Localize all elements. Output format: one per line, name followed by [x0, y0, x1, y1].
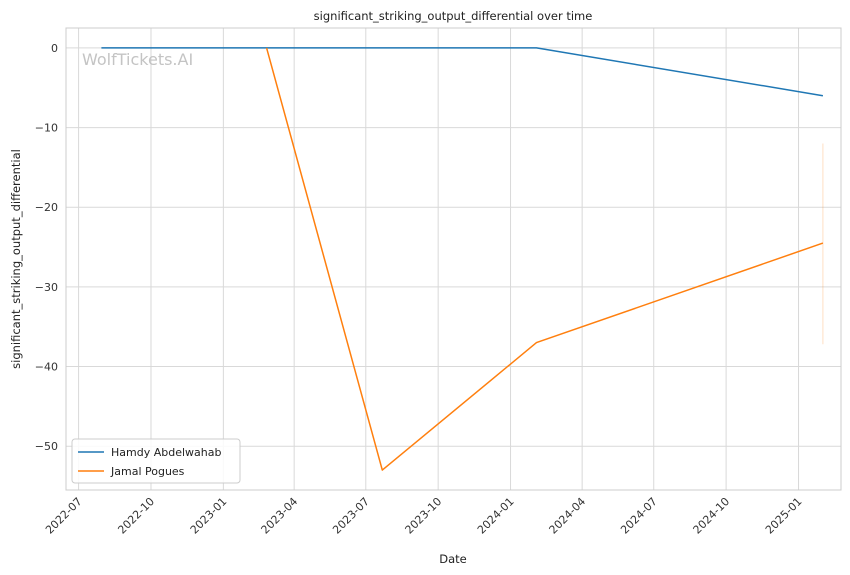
series-line-jamal-pogues — [265, 47, 824, 471]
series-lines — [101, 47, 824, 471]
legend-label-jamal-pogues: Jamal Pogues — [110, 465, 185, 478]
x-tick-labels: 2022-07 2022-10 2023-01 2023-04 2023-07 2023-… — [43, 495, 805, 537]
x-tick-label: 2023-10 — [403, 495, 445, 537]
y-tick-label: −10 — [35, 122, 58, 135]
y-tick-label: −50 — [35, 440, 58, 453]
y-gridlines — [66, 47, 841, 447]
x-gridlines — [78, 28, 800, 490]
chart-title: significant_striking_output_differential… — [314, 9, 593, 23]
y-axis-label: significant_striking_output_differential — [9, 149, 23, 369]
x-tick-label: 2024-04 — [547, 495, 589, 537]
x-tick-label: 2023-07 — [330, 495, 372, 537]
x-tick-label: 2023-01 — [188, 495, 230, 537]
y-tick-label: −30 — [35, 281, 58, 294]
y-tick-label: −40 — [35, 361, 58, 374]
x-axis-label: Date — [439, 552, 467, 566]
series-line-hamdy-abdelwahab — [101, 47, 824, 97]
legend-label-hamdy-abdelwahab: Hamdy Abdelwahab — [111, 446, 221, 459]
x-tick-label: 2024-10 — [691, 495, 733, 537]
legend-box — [71, 438, 241, 484]
y-tick-label: −20 — [35, 201, 58, 214]
x-tick-label: 2025-01 — [763, 495, 805, 537]
legend: Hamdy Abdelwahab Jamal Pogues — [71, 438, 241, 484]
x-tick-label: 2023-04 — [259, 495, 301, 537]
plot-area-frame — [65, 27, 842, 491]
y-tick-labels: 0 −10 −20 −30 −40 −50 — [35, 42, 58, 453]
x-tick-label: 2022-10 — [115, 495, 157, 537]
y-tick-label: 0 — [51, 42, 58, 55]
x-tick-label: 2022-07 — [43, 495, 85, 537]
x-tick-label: 2024-01 — [475, 495, 517, 537]
x-tick-label: 2024-07 — [618, 495, 660, 537]
watermark: WolfTickets.AI — [82, 50, 193, 69]
